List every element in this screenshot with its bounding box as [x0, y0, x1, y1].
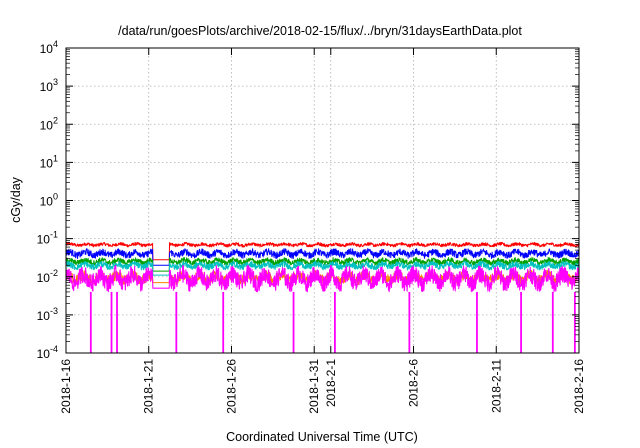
y-tick-label: 10-3	[37, 306, 58, 323]
series-line-1	[65, 248, 580, 266]
y-tick-label: 10-4	[37, 344, 58, 361]
y-tick-label: 102	[40, 115, 58, 132]
series-line-5	[65, 264, 580, 293]
series-line-2	[65, 257, 580, 272]
x-tick-label: 2018-1-21	[142, 359, 156, 414]
x-tick-label: 2018-1-26	[224, 359, 238, 414]
series-layer	[65, 241, 580, 353]
y-tick-label: 100	[40, 192, 58, 209]
series-line-3	[65, 260, 580, 276]
x-axis-label: Coordinated Universal Time (UTC)	[226, 430, 418, 444]
ticks: 10-4 10-3 10-2 10-1 100 101 102 103 104 2018-1-16…	[37, 39, 586, 414]
y-tick-label: 103	[40, 77, 58, 94]
x-tick-label: 2018-2-16	[572, 359, 586, 414]
y-axis-label: cGy/day	[9, 176, 23, 223]
y-tick-label: 101	[40, 153, 58, 170]
chart-title: /data/run/goesPlots/archive/2018-02-15/f…	[118, 24, 522, 38]
y-tick-label: 10-2	[37, 268, 58, 285]
x-tick-label: 2018-1-31	[307, 359, 321, 414]
x-tick-label: 2018-2-6	[407, 359, 421, 407]
y-tick-label: 10-1	[37, 230, 58, 247]
x-tick-label: 2018-2-1	[324, 359, 338, 407]
grid	[66, 48, 579, 353]
y-tick-label: 104	[40, 39, 58, 56]
series-line-0	[65, 241, 580, 261]
x-tick-label: 2018-1-16	[59, 359, 73, 414]
x-tick-label: 2018-2-11	[489, 359, 503, 413]
